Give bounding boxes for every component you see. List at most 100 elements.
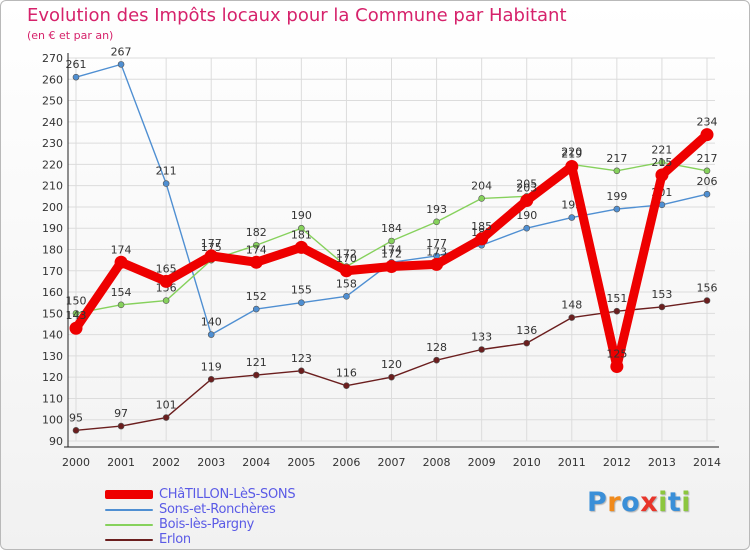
logo-letter: i bbox=[681, 487, 692, 518]
x-tick-label: 2010 bbox=[513, 456, 541, 469]
y-tick-label: 190 bbox=[42, 222, 63, 235]
data-label: 190 bbox=[291, 209, 312, 222]
data-point bbox=[568, 214, 576, 221]
y-tick-label: 140 bbox=[42, 329, 63, 342]
data-point bbox=[207, 375, 215, 383]
data-label: 136 bbox=[516, 324, 537, 337]
legend-item: Sons-et-Ronchères bbox=[105, 502, 295, 517]
data-label: 140 bbox=[201, 316, 222, 329]
series-2: 150 154 156 175 182 190 172 184 193 204 205 220 217 2… bbox=[66, 143, 718, 317]
data-point bbox=[252, 241, 260, 249]
logo-letter: i bbox=[658, 487, 668, 518]
legend-item: Bois-lès-Pargny bbox=[105, 517, 295, 532]
data-point bbox=[159, 274, 173, 288]
logo-letter: r bbox=[607, 487, 622, 518]
data-point bbox=[339, 264, 353, 278]
data-label: 151 bbox=[606, 292, 627, 305]
data-point bbox=[298, 224, 305, 232]
y-tick-label: 210 bbox=[42, 180, 63, 193]
y-tick-label: 200 bbox=[42, 201, 63, 214]
logo-letter: o bbox=[621, 487, 641, 518]
chart-legend: CHâTILLON-LèS-SONS Sons-et-Ronchères Bois-… bbox=[105, 487, 296, 547]
legend-swatch bbox=[105, 523, 153, 526]
data-label: 190 bbox=[516, 209, 537, 222]
y-tick-label: 170 bbox=[42, 265, 63, 278]
data-label: 174 bbox=[111, 243, 132, 256]
x-tick-label: 2005 bbox=[287, 456, 315, 469]
data-point bbox=[343, 293, 350, 300]
y-tick-label: 270 bbox=[42, 52, 63, 65]
x-tick-label: 2012 bbox=[603, 456, 631, 469]
y-tick-label: 250 bbox=[42, 95, 63, 108]
data-label: 95 bbox=[69, 411, 83, 424]
data-point bbox=[610, 360, 624, 374]
data-label: 211 bbox=[156, 165, 177, 178]
data-point bbox=[520, 194, 534, 208]
data-point bbox=[72, 427, 80, 434]
legend-item: CHâTILLON-LèS-SONS bbox=[105, 487, 296, 502]
data-point bbox=[69, 321, 83, 335]
data-label: 165 bbox=[156, 262, 177, 275]
data-point bbox=[252, 305, 260, 313]
data-label: 150 bbox=[66, 294, 87, 307]
x-tick-label: 2011 bbox=[558, 456, 586, 469]
data-point bbox=[162, 414, 170, 421]
x-tick-label: 2006 bbox=[332, 456, 360, 469]
data-label: 121 bbox=[246, 356, 267, 369]
data-point bbox=[162, 297, 170, 304]
x-tick-label: 2013 bbox=[648, 456, 676, 469]
y-tick-label: 110 bbox=[42, 392, 63, 405]
data-point bbox=[117, 301, 125, 309]
data-label: 158 bbox=[336, 277, 357, 290]
data-point bbox=[298, 367, 305, 375]
data-point bbox=[523, 339, 531, 347]
data-point bbox=[568, 314, 576, 321]
data-point bbox=[117, 61, 125, 68]
data-point bbox=[613, 167, 621, 175]
data-label: 181 bbox=[291, 228, 312, 241]
data-label: 177 bbox=[426, 237, 447, 250]
data-label: 267 bbox=[111, 45, 132, 58]
chart-subtitle: (en € et par an) bbox=[27, 29, 114, 42]
proxiti-logo: Proxiti bbox=[587, 487, 691, 518]
data-label: 220 bbox=[561, 145, 582, 158]
y-tick-label: 160 bbox=[42, 286, 63, 299]
x-tick-label: 2003 bbox=[197, 456, 225, 469]
data-label: 185 bbox=[471, 220, 492, 233]
data-point bbox=[294, 240, 308, 254]
data-label: 206 bbox=[697, 175, 718, 188]
logo-letter: P bbox=[587, 487, 608, 518]
y-tick-label: 240 bbox=[42, 116, 63, 129]
y-tick-label: 90 bbox=[49, 435, 63, 448]
data-point bbox=[700, 128, 714, 142]
data-point bbox=[478, 195, 485, 202]
data-point bbox=[433, 356, 440, 364]
data-label: 203 bbox=[516, 182, 537, 195]
data-label: 101 bbox=[156, 399, 177, 412]
data-label: 143 bbox=[66, 309, 87, 322]
data-label: 174 bbox=[246, 243, 267, 256]
data-label: 193 bbox=[426, 203, 447, 216]
data-label: 148 bbox=[561, 299, 582, 312]
data-point bbox=[613, 205, 621, 213]
data-point bbox=[249, 255, 263, 269]
data-label: 154 bbox=[111, 286, 132, 299]
data-point bbox=[72, 310, 80, 317]
data-label: 184 bbox=[381, 222, 402, 235]
data-point bbox=[204, 249, 218, 263]
data-point bbox=[433, 218, 440, 226]
data-label: 153 bbox=[651, 288, 672, 301]
data-point bbox=[613, 307, 621, 315]
data-label: 261 bbox=[66, 58, 87, 71]
data-point bbox=[388, 237, 395, 245]
x-tick-label: 2009 bbox=[468, 456, 496, 469]
x-tick-label: 2014 bbox=[693, 456, 721, 469]
data-label: 175 bbox=[201, 241, 222, 254]
legend-label: CHâTILLON-LèS-SONS bbox=[159, 487, 296, 502]
data-label: 119 bbox=[201, 360, 222, 373]
y-tick-label: 260 bbox=[42, 73, 63, 86]
data-label: 234 bbox=[697, 116, 718, 129]
data-label: 219 bbox=[561, 148, 582, 161]
legend-label: Sons-et-Ronchères bbox=[159, 502, 276, 517]
